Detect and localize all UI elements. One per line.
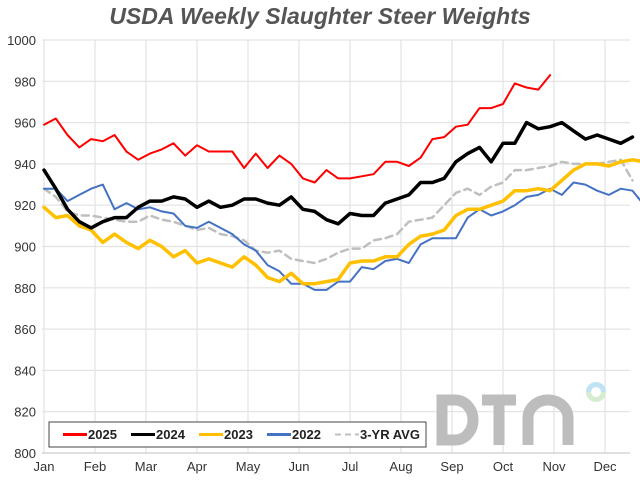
x-tick-label: Apr: [187, 459, 208, 474]
x-tick-label: Jan: [34, 459, 55, 474]
legend-label: 2023: [224, 427, 253, 442]
y-tick-label: 900: [14, 240, 36, 255]
series-line: [43, 181, 640, 291]
logo-letter-n: [522, 394, 574, 445]
series-2024: [42, 120, 635, 230]
legend-label: 3-YR AVG: [360, 427, 420, 442]
legend-label: 2024: [156, 427, 186, 442]
series-2022: [43, 181, 640, 291]
series-2023: [42, 158, 640, 286]
y-tick-label: 980: [14, 74, 36, 89]
x-tick-label: Mar: [135, 459, 158, 474]
chart-title: USDA Weekly Slaughter Steer Weights: [109, 3, 530, 29]
legend-item: 2023: [199, 427, 253, 442]
series-line: [43, 74, 552, 184]
x-tick-label: Sep: [440, 459, 463, 474]
grid: [42, 39, 630, 454]
x-tick-label: Jun: [289, 459, 310, 474]
series-line: [42, 158, 634, 265]
y-tick-label: 960: [14, 116, 36, 131]
x-tick-label: May: [236, 459, 261, 474]
series-3-yr-avg: [42, 158, 634, 265]
logo-letter-t: [482, 394, 516, 445]
x-tick-label: Dec: [593, 459, 617, 474]
x-tick-label: Jul: [342, 459, 359, 474]
y-tick-label: 820: [14, 405, 36, 420]
logo-letter-d: [436, 394, 479, 446]
y-tick-label: 800: [14, 446, 36, 461]
series-line: [42, 120, 635, 230]
logo-dot-top: [586, 382, 606, 392]
series-line: [42, 158, 640, 286]
x-tick-label: Nov: [542, 459, 566, 474]
legend: 2025 2024 2023 2022 3-YR AVG: [48, 421, 427, 448]
legend-item: 2022: [267, 427, 321, 442]
y-tick-label: 840: [14, 363, 36, 378]
legend-item: 2024: [131, 427, 186, 442]
logo-dot-bottom: [586, 392, 606, 402]
x-tick-label: Oct: [493, 459, 514, 474]
legend-label: 2025: [88, 427, 117, 442]
y-tick-label: 880: [14, 281, 36, 296]
dtn-logo: [436, 382, 606, 446]
series-group: [42, 74, 640, 291]
x-tick-label: Feb: [84, 459, 106, 474]
series-2025: [43, 74, 552, 184]
y-tick-label: 1000: [7, 33, 36, 48]
x-axis: Jan Feb Mar Apr May Jun Jul Aug Sep Oct Nov Dec: [34, 459, 618, 474]
y-axis: 800 820 840 860 880 900 920 940 960 980 1000: [7, 33, 36, 461]
legend-item: 3-YR AVG: [335, 427, 420, 442]
y-tick-label: 920: [14, 198, 36, 213]
legend-item: 2025: [63, 427, 117, 442]
legend-label: 2022: [292, 427, 321, 442]
legend-box: [48, 421, 427, 448]
y-tick-label: 940: [14, 157, 36, 172]
x-tick-label: Aug: [389, 459, 412, 474]
y-tick-label: 860: [14, 322, 36, 337]
